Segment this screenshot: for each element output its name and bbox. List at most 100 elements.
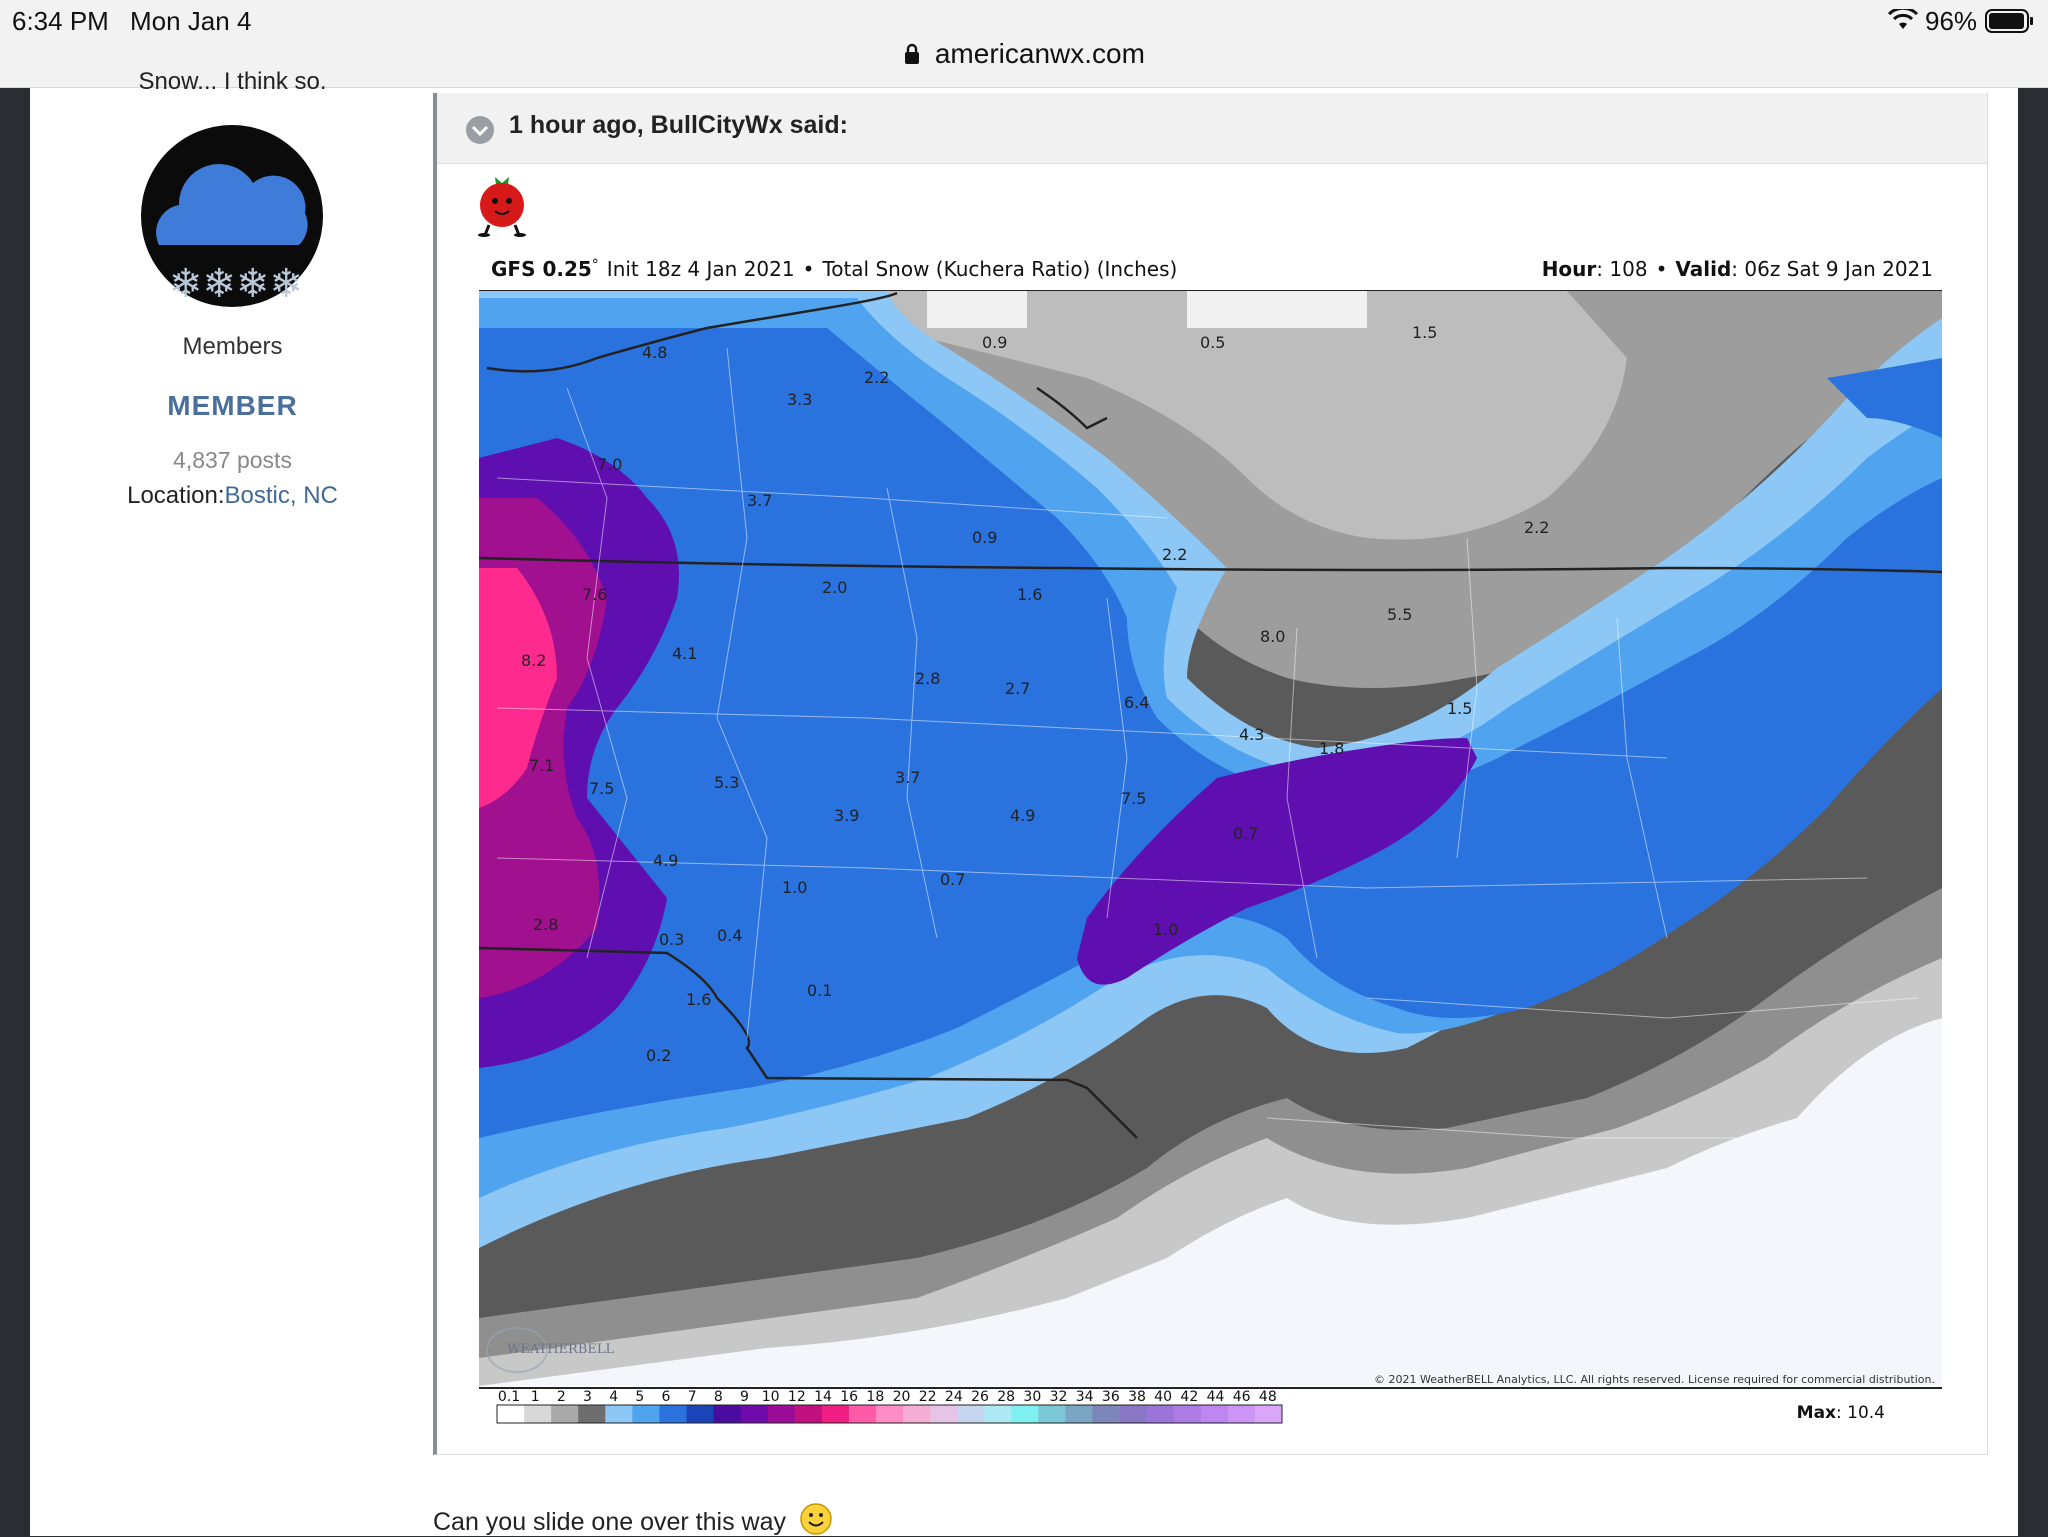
- reply-text: Can you slide one over this way: [433, 1502, 833, 1537]
- scale-swatch: [848, 1405, 877, 1423]
- scale-tick-label: 36: [1102, 1389, 1120, 1405]
- map-value-label: 2.7: [1005, 679, 1030, 698]
- map-value-label: 1.5: [1447, 699, 1472, 718]
- map-value-label: 1.6: [686, 990, 711, 1009]
- scale-swatch: [767, 1405, 796, 1423]
- map-value-labels: 4.8 3.3 2.2 0.9 0.5 1.5 7.0 3.7 0.9 2.2 7.6 2.0 1.6 5…: [521, 323, 1549, 1065]
- reply-message: Can you slide one over this way: [433, 1508, 786, 1536]
- snowfall-color-scale: 0.1 1 2 3 4 5 6 7 8 9 10 12 14 16 18 20 22 24 26 28 30 32 34 36…: [496, 1389, 1283, 1424]
- map-value-label: 1.8: [1319, 739, 1344, 758]
- map-max-value: Max: 10.4: [1797, 1403, 1885, 1423]
- map-title: GFS 0.25° Init 18z 4 Jan 2021 • Total Snow …: [491, 257, 1177, 281]
- map-value-label: 2.8: [915, 669, 940, 688]
- map-value-label: 4.3: [1239, 725, 1264, 744]
- scale-swatch: [821, 1405, 850, 1423]
- address-bar[interactable]: americanwx.com: [0, 38, 2048, 70]
- snowfall-contours: [479, 291, 1942, 1386]
- map-value-label: 5.3: [714, 773, 739, 792]
- quote-header[interactable]: 1 hour ago, BullCityWx said:: [437, 93, 1987, 164]
- scale-tick-label: 12: [788, 1389, 806, 1405]
- avatar[interactable]: ❄❄❄❄: [141, 125, 323, 307]
- scale-swatch: [984, 1405, 1012, 1423]
- map-value-label: 0.3: [659, 930, 684, 949]
- map-value-label: 2.0: [822, 578, 847, 597]
- scale-tick-label: 2: [557, 1389, 566, 1405]
- map-value-label: 7.6: [582, 585, 607, 604]
- location-label: Location:: [127, 482, 225, 509]
- scale-tick-label: 8: [714, 1389, 723, 1405]
- scale-swatch: [524, 1405, 552, 1423]
- map-value-label: 2.2: [1524, 518, 1549, 537]
- collapse-chevron-icon[interactable]: [465, 115, 495, 145]
- scale-swatch: [497, 1405, 525, 1423]
- weatherbell-logo: WEATHERBELL: [507, 1342, 614, 1357]
- snowfall-forecast-map[interactable]: GFS 0.25° Init 18z 4 Jan 2021 • Total Snow …: [467, 238, 1957, 1443]
- scale-swatch: [1146, 1405, 1175, 1423]
- scale-swatch: [551, 1405, 579, 1423]
- map-value-label: 0.4: [717, 926, 742, 945]
- map-value-label: 5.5: [1387, 605, 1412, 624]
- scale-swatch: [1173, 1405, 1202, 1423]
- map-value-label: 0.2: [646, 1046, 671, 1065]
- map-value-label: 8.0: [1260, 627, 1285, 646]
- member-location: Location:Bostic, NC: [30, 482, 435, 510]
- scale-swatch: [1011, 1405, 1039, 1423]
- scale-swatch: [605, 1405, 633, 1423]
- quote-block: 1 hour ago, BullCityWx said: GFS 0.25° In…: [433, 93, 1988, 1455]
- map-value-label: 7.5: [1121, 789, 1146, 808]
- scale-tick-label: 20: [893, 1389, 911, 1405]
- scale-tick-label: 16: [840, 1389, 858, 1405]
- post-count: 4,837 posts: [173, 447, 292, 473]
- scale-tick-label: 7: [688, 1389, 697, 1405]
- scale-swatch: [1227, 1405, 1256, 1423]
- forum-page: Snow... I think so. ❄❄❄❄ Members MEMBER …: [30, 68, 2018, 1537]
- status-time: 6:34 PM: [12, 6, 109, 36]
- scale-swatch: [1092, 1405, 1121, 1423]
- smiley-emoji-icon: [800, 1503, 832, 1535]
- scale-tick-label: 0.1: [498, 1389, 520, 1405]
- scale-swatch: [1065, 1405, 1094, 1423]
- map-value-label: 1.0: [1153, 920, 1178, 939]
- map-value-label: 4.9: [1010, 806, 1035, 825]
- map-value-label: 0.7: [940, 870, 965, 889]
- scale-border: [496, 1404, 1283, 1424]
- previous-post-text: Snow... I think so.: [138, 68, 327, 95]
- scale-tick-label: 14: [814, 1389, 832, 1405]
- map-value-label: 2.8: [533, 915, 558, 934]
- scale-swatch: [686, 1405, 715, 1423]
- map-value-label: 8.2: [521, 651, 546, 670]
- scale-tick-label: 44: [1207, 1389, 1225, 1405]
- battery-icon: [1985, 9, 2033, 33]
- author-column: Snow... I think so. ❄❄❄❄ Members MEMBER …: [30, 68, 435, 1536]
- location-link[interactable]: Bostic, NC: [224, 482, 338, 509]
- scale-swatch: [794, 1405, 823, 1423]
- scale-tick-label: 40: [1154, 1389, 1172, 1405]
- scale-tick-label: 18: [866, 1389, 884, 1405]
- map-value-label: 0.7: [1233, 824, 1258, 843]
- url-text: americanwx.com: [934, 38, 1145, 69]
- map-value-label: 7.5: [589, 779, 614, 798]
- scale-swatch: [578, 1405, 606, 1423]
- scale-swatch: [930, 1405, 958, 1423]
- scale-tick-label: 48: [1259, 1389, 1277, 1405]
- scale-swatch: [713, 1405, 742, 1423]
- scale-tick-label: 38: [1128, 1389, 1146, 1405]
- county-lines: [496, 347, 1918, 1139]
- map-valid-time: Hour: 108 • Valid: 06z Sat 9 Jan 2021: [1542, 257, 1933, 281]
- scale-tick-label: 32: [1050, 1389, 1068, 1405]
- map-copyright: © 2021 WeatherBELL Analytics, LLC. All r…: [1374, 1373, 1935, 1386]
- browser-status-bar: 6:34 PM Mon Jan 4 americanwx.com 96%: [0, 0, 2048, 88]
- map-value-label: 4.1: [672, 644, 697, 663]
- scale-swatch: [632, 1405, 660, 1423]
- map-value-label: 1.5: [1412, 323, 1437, 342]
- scale-tick-label: 34: [1076, 1389, 1094, 1405]
- member-rank: MEMBER: [167, 390, 298, 421]
- map-value-label: 0.9: [972, 528, 997, 547]
- map-value-label: 1.0: [782, 878, 807, 897]
- strawberry-emoji: [478, 177, 526, 237]
- map-value-label: 2.2: [864, 368, 889, 387]
- map-value-label: 7.1: [529, 756, 554, 775]
- map-value-label: 0.5: [1200, 333, 1225, 352]
- scale-tick-label: 4: [609, 1389, 618, 1405]
- map-value-label: 0.1: [807, 981, 832, 1000]
